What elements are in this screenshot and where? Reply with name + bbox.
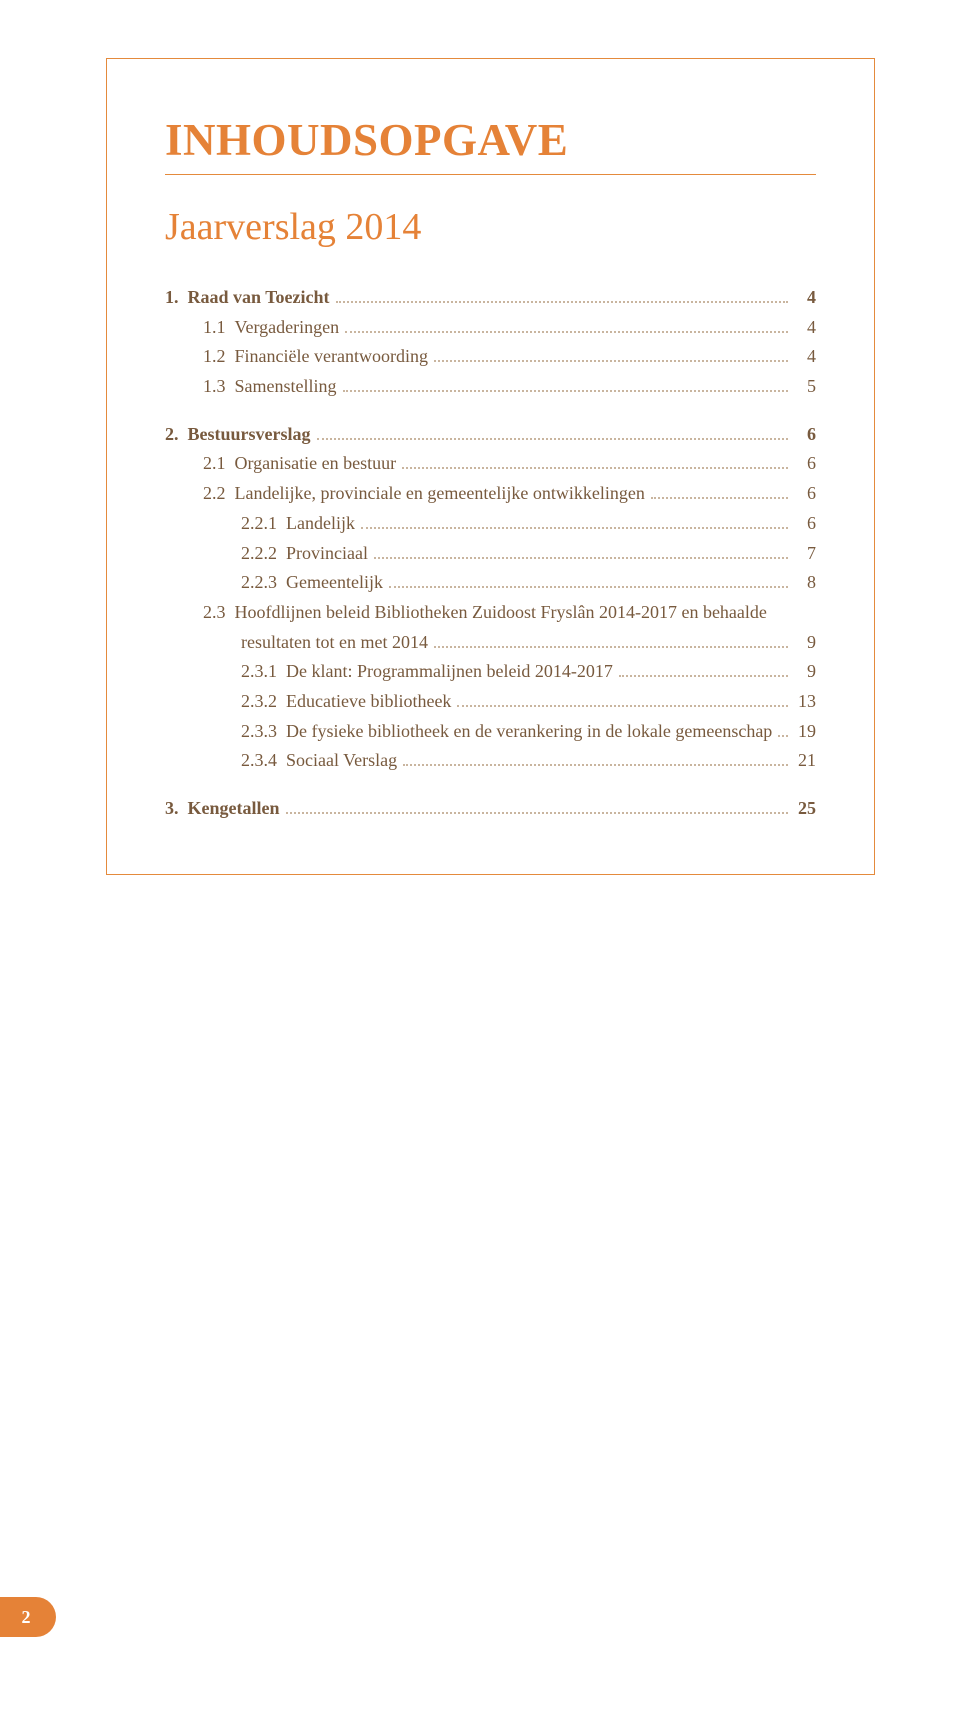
toc-number: 1.1 <box>203 313 235 343</box>
toc-page: 25 <box>792 794 816 824</box>
toc-number: 2.3.4 <box>241 746 286 776</box>
page-subtitle: Jaarverslag 2014 <box>165 205 816 249</box>
toc-label: Samenstelling <box>235 372 337 402</box>
toc-entry-wrap: resultaten tot en met 2014 9 <box>165 628 816 658</box>
title-rule <box>165 174 816 175</box>
toc-page: 4 <box>792 283 816 313</box>
toc-entry: 2.1 Organisatie en bestuur 6 <box>165 449 816 479</box>
toc-label: Kengetallen <box>188 794 280 824</box>
toc-page: 6 <box>792 420 816 450</box>
toc-page: 4 <box>792 342 816 372</box>
toc-label: Educatieve bibliotheek <box>286 687 451 717</box>
toc-number: 2.2.2 <box>241 539 286 569</box>
toc-label: Gemeentelijk <box>286 568 383 598</box>
toc-label: Bestuursverslag <box>188 420 311 450</box>
toc-list: 1. Raad van Toezicht41.1 Vergaderingen41… <box>165 283 816 824</box>
toc-page: 21 <box>792 746 816 776</box>
toc-number: 2.2.1 <box>241 509 286 539</box>
toc-entry: 1.1 Vergaderingen 4 <box>165 313 816 343</box>
toc-label: Landelijk <box>286 509 355 539</box>
toc-leader-dots <box>403 754 788 767</box>
toc-leader-dots <box>345 320 788 333</box>
page-number-badge: 2 <box>0 1597 56 1637</box>
toc-entry: 2.3.4 Sociaal Verslag 21 <box>165 746 816 776</box>
toc-entry: 2.3.1 De klant: Programmalijnen beleid 2… <box>165 657 816 687</box>
toc-leader-dots <box>286 801 789 814</box>
toc-number: 2.3.3 <box>241 717 286 747</box>
toc-entry: 3. Kengetallen 25 <box>165 794 816 824</box>
page-number: 2 <box>22 1607 31 1628</box>
toc-leader-dots <box>336 290 788 303</box>
toc-page: 19 <box>792 717 816 747</box>
toc-leader-dots <box>402 457 788 470</box>
page: INHOUDSOPGAVE Jaarverslag 2014 1. Raad v… <box>0 0 960 1717</box>
toc-number: 1.3 <box>203 372 235 402</box>
toc-page: 5 <box>792 372 816 402</box>
toc-label: Financiële verantwoording <box>235 342 428 372</box>
toc-gap <box>165 776 816 794</box>
toc-leader-dots <box>651 486 788 499</box>
toc-page: 7 <box>792 539 816 569</box>
toc-number: 2.3 <box>203 598 235 628</box>
toc-leader-dots <box>361 516 788 529</box>
toc-entry: 2.2.3 Gemeentelijk 8 <box>165 568 816 598</box>
toc-entry: 2.3.3 De fysieke bibliotheek en de veran… <box>165 717 816 747</box>
toc-leader-dots <box>457 694 788 707</box>
toc-page: 6 <box>792 479 816 509</box>
toc-label: Landelijke, provinciale en gemeentelijke… <box>235 479 645 509</box>
toc-number: 2. <box>165 420 188 450</box>
toc-leader-dots <box>374 546 788 559</box>
toc-page: 9 <box>792 628 816 658</box>
toc-label: De fysieke bibliotheek en de verankering… <box>286 717 772 747</box>
toc-leader-dots <box>434 635 788 648</box>
toc-entry: 2.3 Hoofdlijnen beleid Bibliotheken Zuid… <box>165 598 816 628</box>
toc-label: Hoofdlijnen beleid Bibliotheken Zuidoost… <box>235 598 767 628</box>
toc-number: 3. <box>165 794 188 824</box>
toc-label: resultaten tot en met 2014 <box>241 628 428 658</box>
toc-label: Organisatie en bestuur <box>235 449 397 479</box>
toc-page: 6 <box>792 449 816 479</box>
toc-entry: 1. Raad van Toezicht 4 <box>165 283 816 313</box>
toc-label: De klant: Programmalijnen beleid 2014-20… <box>286 657 613 687</box>
toc-leader-dots <box>343 379 789 392</box>
toc-entry: 2.2.1 Landelijk 6 <box>165 509 816 539</box>
toc-page: 8 <box>792 568 816 598</box>
toc-entry: 2.2 Landelijke, provinciale en gemeentel… <box>165 479 816 509</box>
toc-card: INHOUDSOPGAVE Jaarverslag 2014 1. Raad v… <box>106 58 875 875</box>
toc-entry: 1.2 Financiële verantwoording 4 <box>165 342 816 372</box>
toc-number: 2.3.1 <box>241 657 286 687</box>
toc-label: Sociaal Verslag <box>286 746 397 776</box>
toc-page: 9 <box>792 657 816 687</box>
toc-entry: 2. Bestuursverslag 6 <box>165 420 816 450</box>
toc-number: 2.2.3 <box>241 568 286 598</box>
toc-leader-dots <box>619 664 788 677</box>
toc-page: 6 <box>792 509 816 539</box>
toc-number: 1.2 <box>203 342 235 372</box>
toc-label: Provinciaal <box>286 539 368 569</box>
toc-entry: 2.3.2 Educatieve bibliotheek 13 <box>165 687 816 717</box>
toc-number: 2.3.2 <box>241 687 286 717</box>
toc-number: 2.1 <box>203 449 235 479</box>
toc-leader-dots <box>389 575 788 588</box>
toc-gap <box>165 402 816 420</box>
toc-number: 2.2 <box>203 479 235 509</box>
toc-entry: 2.2.2 Provinciaal 7 <box>165 539 816 569</box>
toc-label: Raad van Toezicht <box>188 283 330 313</box>
toc-label: Vergaderingen <box>235 313 340 343</box>
toc-page: 4 <box>792 313 816 343</box>
toc-leader-dots <box>778 724 788 737</box>
toc-leader-dots <box>317 427 789 440</box>
page-title: INHOUDSOPGAVE <box>165 114 816 166</box>
toc-leader-dots <box>434 350 788 363</box>
toc-entry: 1.3 Samenstelling 5 <box>165 372 816 402</box>
toc-number: 1. <box>165 283 188 313</box>
toc-page: 13 <box>792 687 816 717</box>
